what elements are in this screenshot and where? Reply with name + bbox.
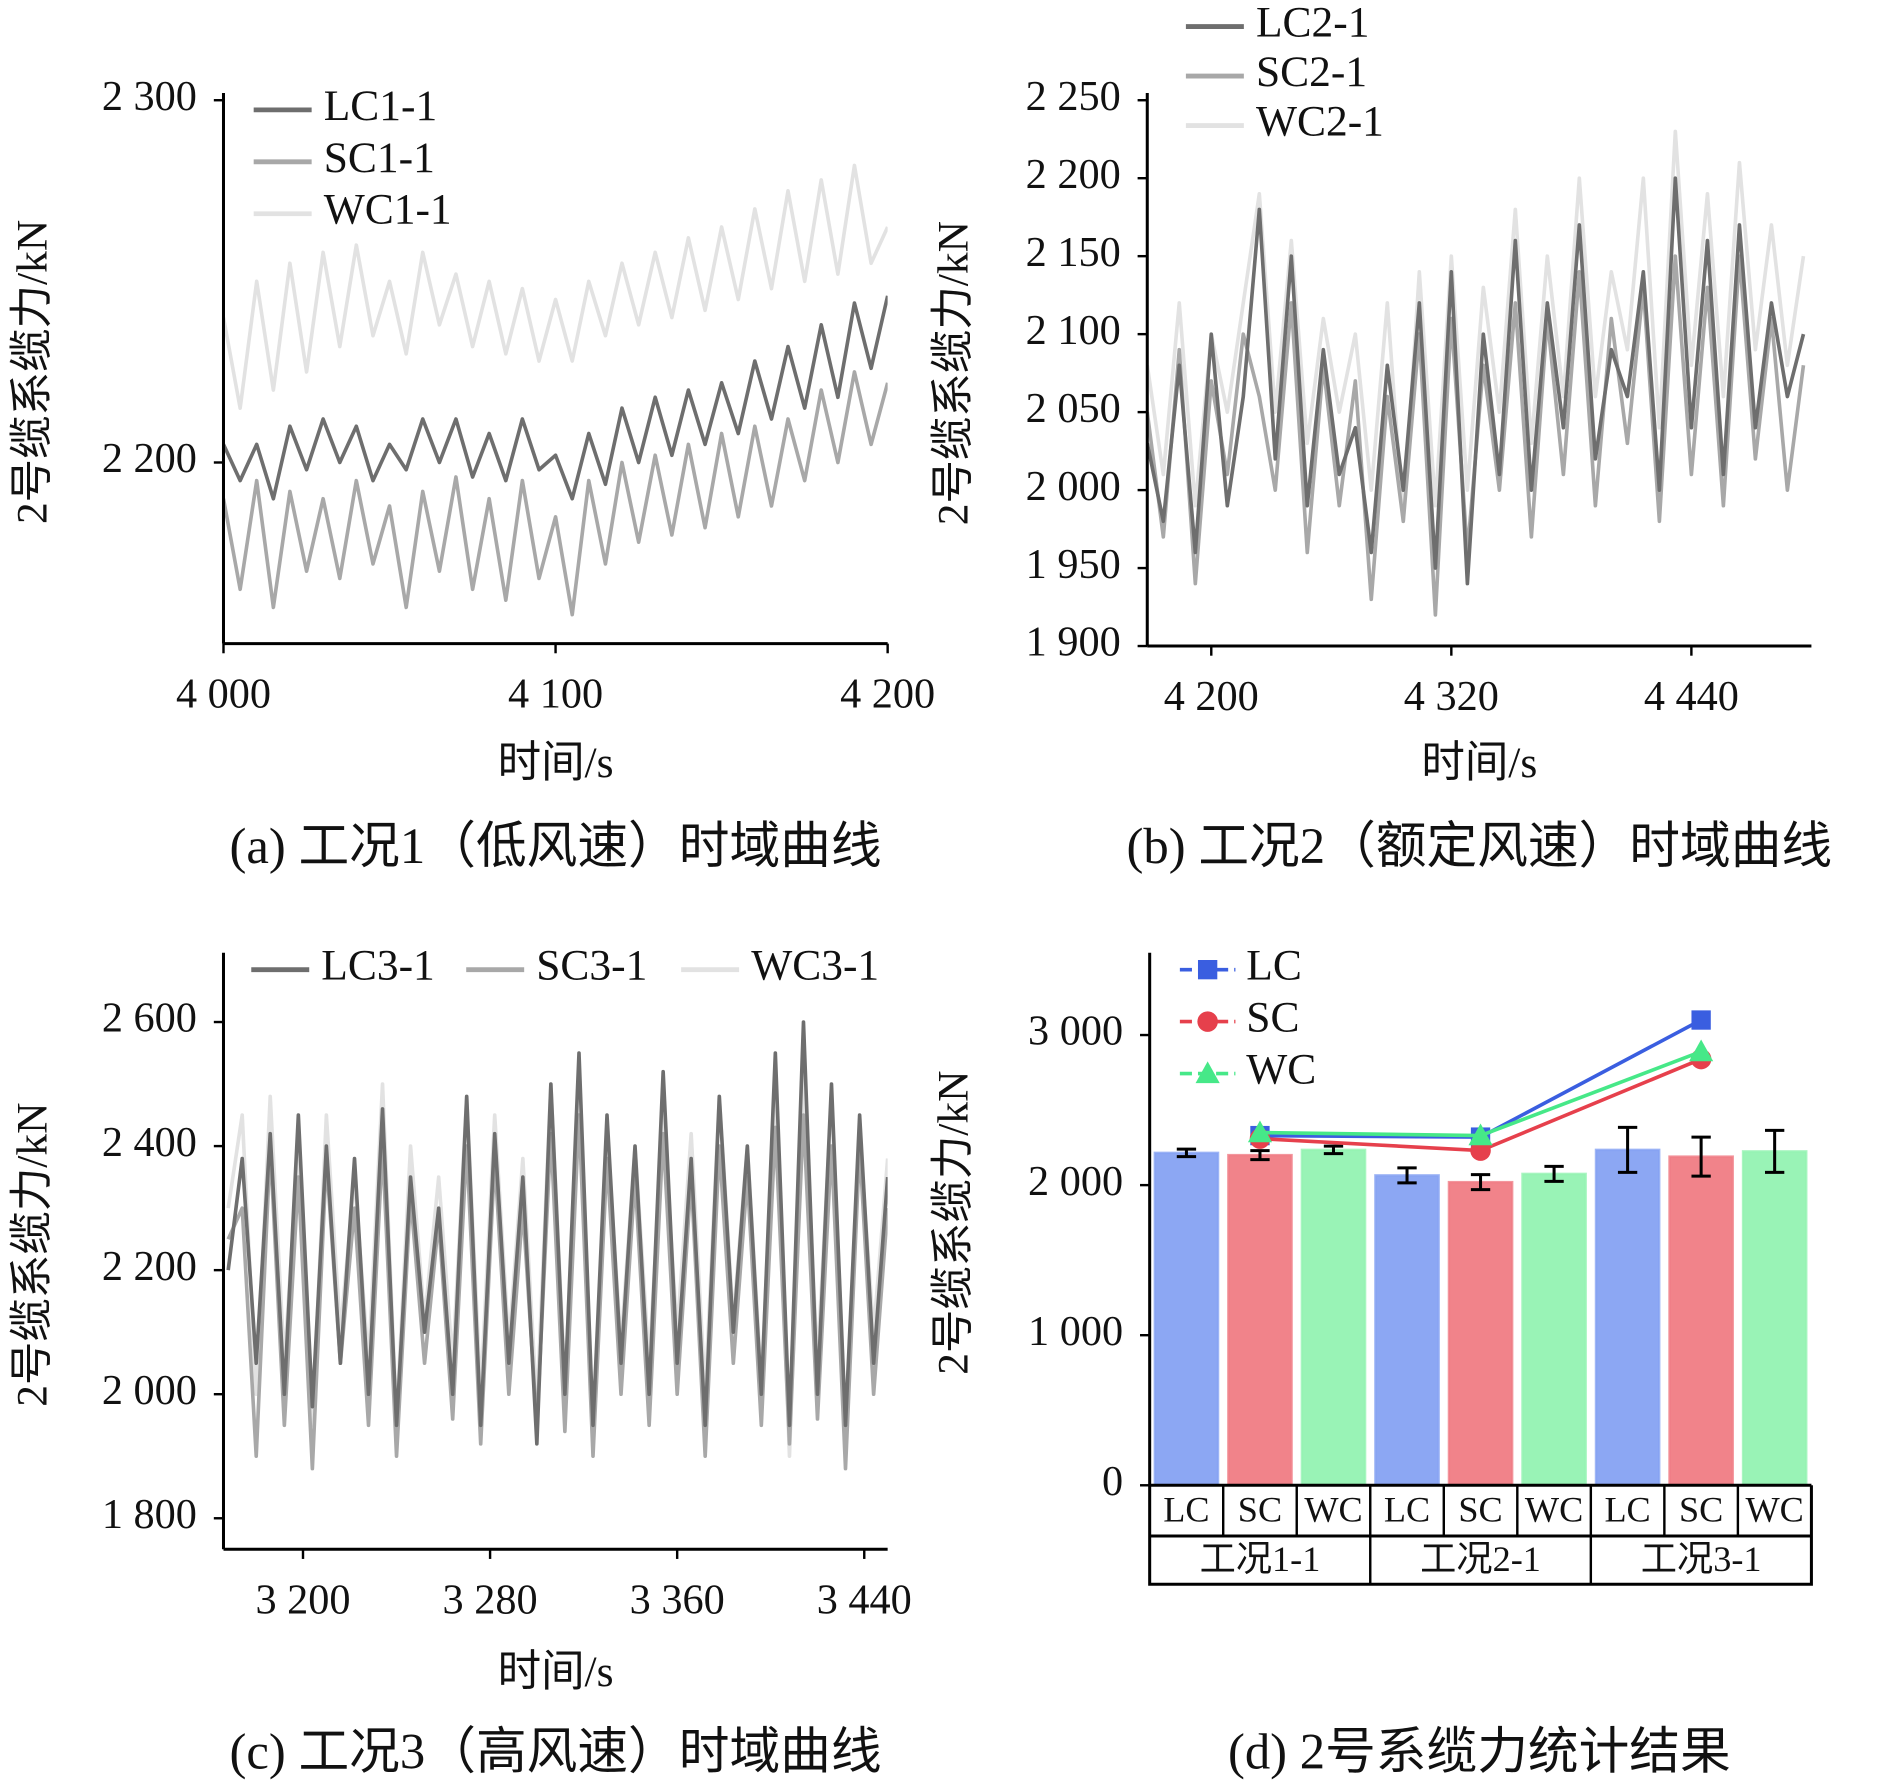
legend-label: WC1-1: [324, 186, 452, 234]
category-label: WC: [1745, 1489, 1803, 1529]
series-line: [223, 370, 888, 617]
bar: [1741, 1150, 1808, 1487]
x-axis-label: 时间/s: [498, 1648, 614, 1696]
category-label: SC: [1679, 1489, 1723, 1529]
x-tick-label: 4 200: [840, 671, 935, 718]
y-tick-label: 1 800: [102, 1491, 197, 1538]
x-tick-label: 3 360: [630, 1576, 725, 1623]
error-bar: [1617, 1125, 1638, 1174]
overlay-marker: [1247, 1120, 1273, 1143]
bar: [1668, 1155, 1734, 1487]
y-tick-label: 2 200: [102, 1243, 197, 1290]
y-tick-label: 2 600: [102, 995, 197, 1042]
legend-label: SC2-1: [1256, 48, 1367, 96]
error-bar: [1250, 1149, 1270, 1162]
legend-label: SC: [1246, 994, 1299, 1042]
y-axis-label: 2号缆系缆力/kN: [930, 1071, 978, 1375]
caption: (a) 工况1（低风速）时域曲线: [230, 818, 882, 874]
legend-label: LC: [1246, 942, 1302, 990]
error-bar: [1397, 1166, 1417, 1185]
y-tick-label: 2 250: [1026, 73, 1121, 120]
overlay-marker: [1689, 1039, 1714, 1062]
caption: (d) 2号系缆力统计结果: [1228, 1724, 1731, 1780]
category-label: SC: [1458, 1489, 1502, 1529]
group-label: 工况2-1: [1420, 1539, 1541, 1579]
y-axis-label: 2号缆系缆力/kN: [930, 221, 978, 525]
category-label: LC: [1604, 1489, 1650, 1529]
bar: [1594, 1148, 1661, 1487]
series-line: [223, 163, 888, 410]
x-axis-label: 时间/s: [498, 739, 614, 787]
error-bar: [1176, 1147, 1197, 1159]
category-label: WC: [1525, 1489, 1583, 1529]
overlay-marker: [1470, 1140, 1491, 1161]
x-tick-label: 4 200: [1164, 673, 1259, 720]
bar: [1153, 1151, 1220, 1487]
legend-label: LC1-1: [324, 82, 438, 130]
y-tick-label: 1 900: [1026, 619, 1121, 666]
legend-label: SC3-1: [536, 942, 647, 990]
y-tick-label: 2 150: [1026, 229, 1121, 276]
y-tick-label: 2 100: [1026, 307, 1121, 354]
y-tick-label: 2 200: [1026, 151, 1121, 198]
legend-marker: [1195, 1061, 1220, 1084]
error-bar: [1470, 1173, 1491, 1192]
bar: [1447, 1180, 1514, 1487]
error-bar: [1764, 1128, 1785, 1174]
x-axis-label: 时间/s: [1421, 739, 1537, 787]
caption: (c) 工况3（高风速）时域曲线: [230, 1724, 882, 1780]
category-label: LC: [1384, 1489, 1430, 1529]
x-tick-label: 3 440: [817, 1576, 912, 1623]
x-tick-label: 4 100: [508, 671, 603, 718]
bar: [1374, 1174, 1440, 1487]
series-line: [1147, 129, 1806, 524]
y-tick-label: 1 000: [1028, 1308, 1123, 1355]
x-tick-label: 4 320: [1404, 673, 1499, 720]
x-tick-label: 3 200: [255, 1576, 350, 1623]
legend-marker: [1197, 1011, 1218, 1032]
y-axis-label: 2号缆系缆力/kN: [8, 220, 56, 524]
table-lines: [1148, 1485, 1813, 1586]
caption: (b) 工况2（额定风速）时域曲线: [1127, 818, 1833, 874]
y-tick-label: 3 000: [1028, 1008, 1123, 1055]
x-tick-label: 4 440: [1644, 673, 1739, 720]
error-bar: [1323, 1144, 1344, 1156]
legend-marker: [1197, 960, 1218, 980]
bar: [1227, 1153, 1293, 1487]
y-tick-label: 2 300: [102, 73, 197, 120]
legend-label: LC2-1: [1256, 0, 1370, 47]
y-tick-label: 2 000: [1026, 463, 1121, 510]
overlay-line: [1259, 1049, 1702, 1138]
bar: [1300, 1148, 1367, 1487]
x-tick-label: 3 280: [443, 1576, 538, 1623]
category-label: WC: [1304, 1489, 1362, 1529]
overlay-marker: [1691, 1010, 1711, 1030]
legend-label: LC3-1: [321, 942, 435, 990]
error-bar: [1544, 1164, 1564, 1183]
y-tick-label: 2 000: [1028, 1158, 1123, 1205]
y-tick-label: 2 400: [102, 1119, 197, 1166]
category-label: LC: [1163, 1489, 1209, 1529]
y-tick-label: 2 200: [102, 435, 197, 482]
y-axis-label: 2号缆系缆力/kN: [8, 1103, 56, 1407]
error-bar: [1691, 1135, 1711, 1178]
series-line: [226, 1020, 888, 1446]
legend-label: SC1-1: [324, 134, 435, 182]
series-line: [223, 295, 888, 501]
category-label: SC: [1238, 1489, 1282, 1529]
legend-label: WC2-1: [1256, 98, 1384, 146]
y-tick-label: 2 050: [1026, 385, 1121, 432]
legend-label: WC3-1: [751, 942, 879, 990]
bar: [1521, 1172, 1587, 1487]
y-tick-label: 0: [1102, 1458, 1123, 1505]
group-label: 工况3-1: [1641, 1539, 1762, 1579]
overlay-marker: [1468, 1123, 1493, 1146]
series-line: [1147, 176, 1806, 586]
x-tick-label: 4 000: [176, 671, 271, 718]
y-tick-label: 2 000: [102, 1367, 197, 1414]
legend-label: WC: [1246, 1045, 1316, 1093]
group-label: 工况1-1: [1200, 1539, 1321, 1579]
y-tick-label: 1 950: [1026, 541, 1121, 588]
